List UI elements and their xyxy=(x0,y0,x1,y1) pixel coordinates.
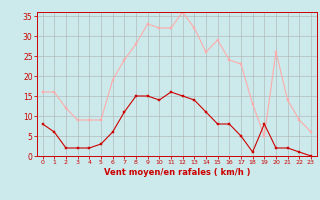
X-axis label: Vent moyen/en rafales ( km/h ): Vent moyen/en rafales ( km/h ) xyxy=(104,168,250,177)
